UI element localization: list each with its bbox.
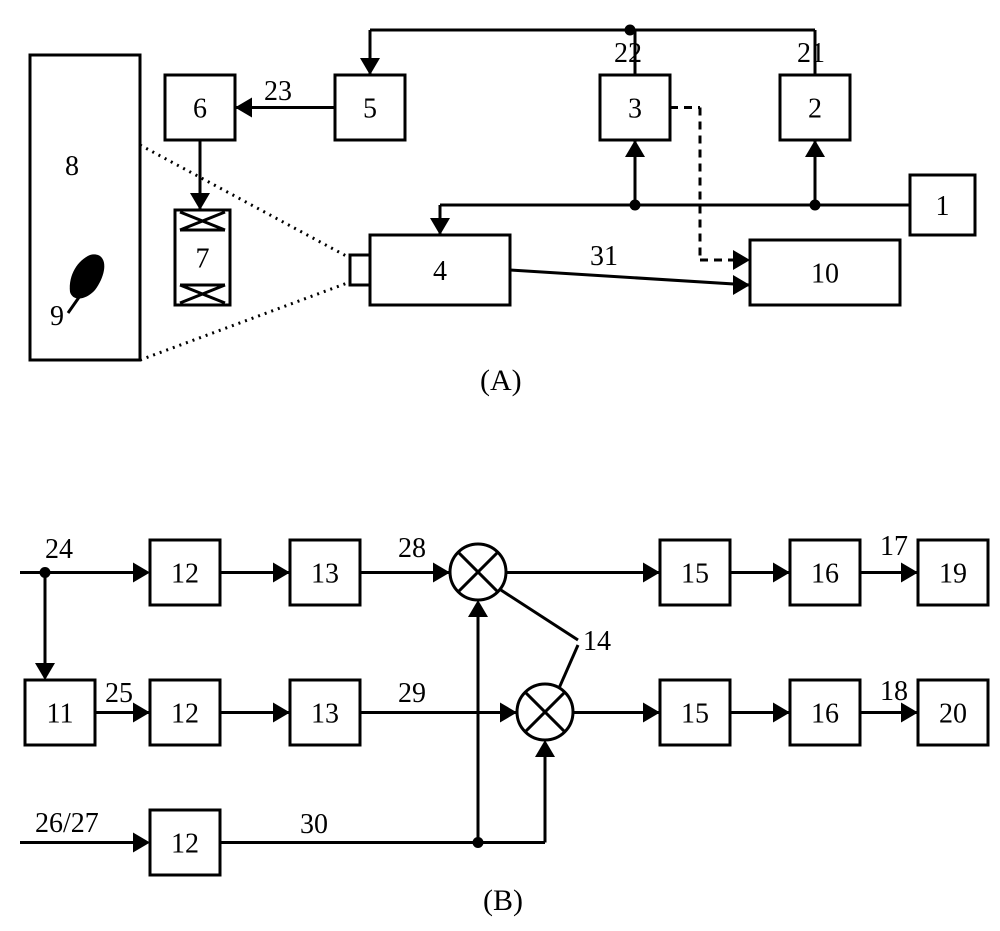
svg-text:2: 2	[808, 94, 822, 125]
svg-text:14: 14	[583, 626, 611, 657]
svg-text:1: 1	[936, 191, 950, 222]
svg-text:(A): (A)	[480, 364, 522, 397]
svg-text:9: 9	[50, 301, 64, 332]
svg-text:18: 18	[880, 676, 908, 707]
svg-text:6: 6	[193, 94, 207, 125]
svg-text:12: 12	[171, 559, 199, 590]
svg-text:8: 8	[65, 151, 79, 182]
svg-text:13: 13	[311, 699, 339, 730]
svg-text:4: 4	[433, 256, 447, 287]
svg-text:28: 28	[398, 533, 426, 564]
svg-text:24: 24	[45, 534, 73, 565]
svg-text:13: 13	[311, 559, 339, 590]
svg-text:17: 17	[880, 531, 908, 562]
svg-text:26/27: 26/27	[35, 808, 99, 839]
svg-text:11: 11	[47, 699, 74, 730]
svg-text:16: 16	[811, 559, 839, 590]
svg-text:15: 15	[681, 699, 709, 730]
svg-text:21: 21	[797, 38, 825, 69]
svg-text:(B): (B)	[483, 884, 523, 917]
svg-text:5: 5	[363, 94, 377, 125]
svg-text:23: 23	[264, 76, 292, 107]
svg-text:30: 30	[300, 809, 328, 840]
block-4-port	[350, 255, 370, 285]
svg-text:16: 16	[811, 699, 839, 730]
svg-text:7: 7	[196, 244, 210, 275]
svg-text:20: 20	[939, 699, 967, 730]
svg-text:31: 31	[590, 241, 618, 272]
svg-text:15: 15	[681, 559, 709, 590]
block-8	[30, 55, 140, 360]
svg-text:12: 12	[171, 829, 199, 860]
svg-text:22: 22	[614, 38, 642, 69]
svg-text:12: 12	[171, 699, 199, 730]
svg-text:29: 29	[398, 678, 426, 709]
svg-text:19: 19	[939, 559, 967, 590]
svg-text:10: 10	[811, 259, 839, 290]
svg-text:3: 3	[628, 94, 642, 125]
svg-text:25: 25	[105, 678, 133, 709]
